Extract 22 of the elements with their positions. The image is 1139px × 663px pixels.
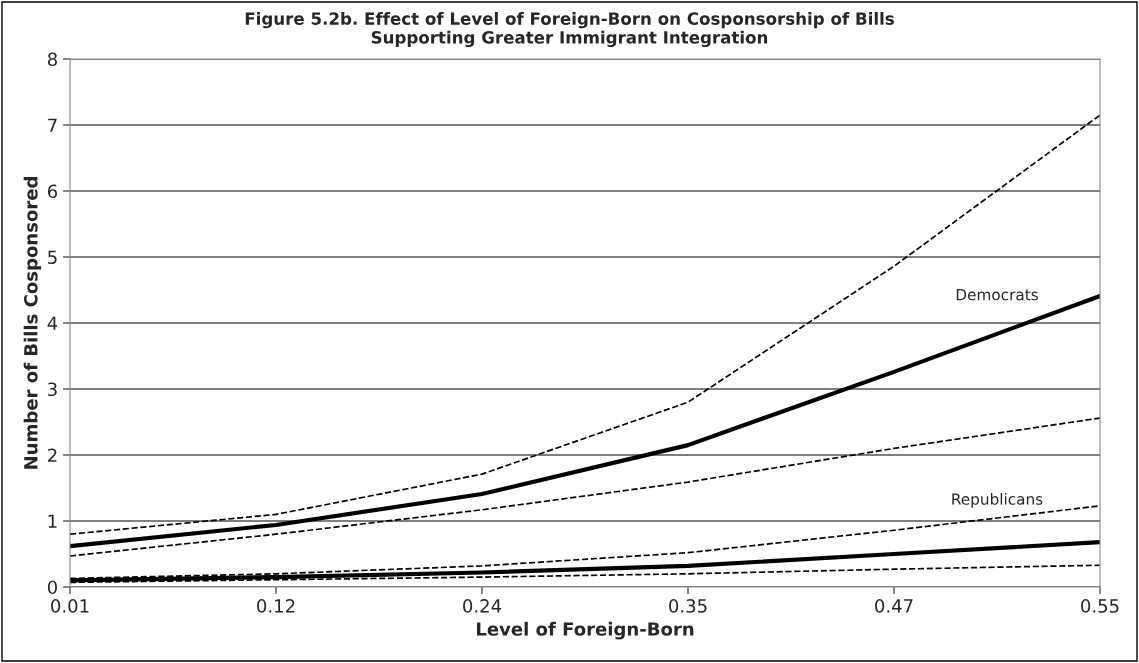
- y-tick-label: 4: [47, 316, 58, 330]
- y-tick-label: 8: [47, 52, 57, 67]
- line-series: [70, 417, 1100, 557]
- chart-title: Figure 5.2b. Effect of Level of Foreign-Born on Cosponsorship of Bills Supporting Greater Immigrant Integration: [245, 12, 894, 48]
- x-tick-label: 0.35: [669, 599, 707, 613]
- y-tick-label: 7: [48, 118, 57, 132]
- x-tick-label: 0.55: [1081, 599, 1119, 613]
- series-label: Democrats: [956, 289, 1038, 301]
- x-tick-label: 0.24: [463, 599, 502, 613]
- y-tick-label: 5: [48, 250, 57, 265]
- x-tick-label: 0.12: [257, 599, 295, 613]
- x-axis-title: Level of Foreign-Born: [476, 621, 694, 640]
- y-tick-label: 1: [48, 514, 57, 528]
- y-tick-label: 2: [48, 448, 57, 462]
- y-tick-label: 3: [48, 382, 57, 397]
- line-series: [70, 114, 1100, 536]
- x-tick-label: 0.47: [875, 599, 913, 613]
- y-axis-title: Number of Bills Cosponsored: [23, 177, 42, 469]
- text: Republicans: [952, 493, 1043, 508]
- y-tick-label: 6: [47, 184, 58, 199]
- y-tick-label: 0: [47, 580, 57, 595]
- x-tick-label: 0.01: [51, 599, 89, 613]
